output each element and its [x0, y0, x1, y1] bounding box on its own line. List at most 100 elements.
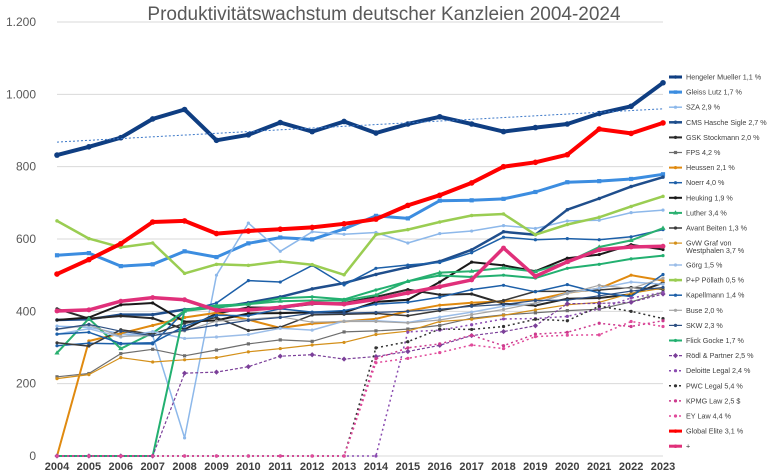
data-point [151, 329, 155, 334]
data-point [374, 346, 378, 350]
data-point [661, 254, 665, 258]
data-point [246, 342, 250, 346]
data-point [597, 179, 602, 184]
data-point [182, 328, 187, 332]
data-point [373, 296, 379, 302]
data-point [596, 300, 602, 306]
data-point [119, 352, 123, 356]
data-point [150, 241, 155, 245]
data-point [214, 307, 219, 313]
legend-label: GvW Graf von [686, 239, 732, 248]
data-point [214, 348, 219, 352]
legend-item: Flick Gocke 1,7 % [669, 336, 745, 345]
data-point [673, 105, 678, 109]
data-point [214, 454, 219, 458]
series-line [56, 176, 664, 322]
data-point [54, 253, 60, 258]
legend-label: Avant Beiten 1,3 % [686, 224, 748, 233]
data-point [151, 301, 155, 305]
data-point [597, 238, 601, 242]
data-point [564, 301, 570, 307]
series-line [57, 305, 664, 457]
data-point [214, 262, 219, 267]
data-point [341, 221, 347, 227]
legend-label: P+P Pöllath 0,5 % [686, 276, 745, 285]
series-line [56, 287, 664, 380]
data-point [342, 309, 346, 313]
legend-label: Heuking 1,9 % [686, 193, 733, 202]
data-point [341, 118, 347, 125]
data-point [119, 334, 123, 338]
x-tick-label: 2017 [459, 461, 483, 473]
series-22 [55, 319, 665, 458]
data-point [629, 324, 633, 329]
series-line [56, 291, 664, 378]
data-point [55, 344, 59, 348]
legend-item: + [669, 442, 690, 451]
data-point [182, 297, 188, 303]
data-point [309, 128, 315, 135]
data-point [374, 232, 378, 237]
data-point [468, 121, 475, 127]
data-point [501, 346, 506, 351]
data-point [470, 304, 474, 308]
legend-label: Buse 2,0 % [686, 306, 723, 315]
data-point [673, 323, 678, 327]
y-tick-label: 600 [16, 232, 36, 246]
data-point [469, 268, 475, 273]
data-point [533, 298, 538, 303]
data-point [151, 323, 155, 328]
data-point [182, 358, 187, 362]
data-point [629, 309, 633, 313]
data-point [406, 298, 410, 302]
x-tick-label: 2021 [587, 461, 611, 473]
data-point [628, 244, 634, 250]
data-point [277, 304, 283, 310]
data-point [341, 301, 347, 307]
data-point [246, 278, 250, 283]
data-point [565, 309, 569, 313]
series-8 [55, 227, 665, 348]
data-point [119, 329, 123, 333]
data-point [565, 256, 569, 260]
data-point [673, 181, 678, 185]
data-point [151, 316, 155, 320]
data-point [629, 280, 633, 284]
data-point [310, 328, 314, 332]
series-20 [55, 290, 665, 458]
data-point [661, 276, 665, 280]
data-point [673, 308, 678, 312]
legend-item: Buse 2,0 % [669, 306, 723, 315]
data-point [469, 198, 474, 203]
data-point [149, 116, 156, 122]
data-point [661, 290, 665, 295]
data-point [501, 245, 506, 251]
data-point [438, 307, 442, 311]
data-point [310, 311, 314, 315]
data-point [661, 278, 665, 283]
data-point [278, 338, 282, 342]
series-lines [54, 79, 666, 459]
data-point [501, 298, 506, 303]
data-point [660, 79, 666, 86]
data-point [55, 324, 59, 328]
data-point [151, 341, 155, 345]
data-point [438, 303, 442, 307]
data-point [436, 192, 443, 199]
legend-item: SZA 2,9 % [669, 103, 721, 112]
data-point [119, 356, 123, 360]
data-point [597, 286, 601, 290]
y-tick-label: 1.000 [6, 87, 36, 101]
data-point [660, 172, 666, 177]
data-point [245, 364, 251, 370]
data-point [310, 237, 315, 242]
data-point [405, 202, 411, 209]
legend-label: Luther 3,4 % [686, 208, 727, 217]
data-point [342, 273, 346, 277]
series-line [56, 195, 664, 277]
data-point [406, 340, 410, 344]
data-point [533, 301, 538, 305]
data-point [55, 219, 59, 223]
data-point [119, 303, 123, 307]
data-point [672, 210, 679, 215]
